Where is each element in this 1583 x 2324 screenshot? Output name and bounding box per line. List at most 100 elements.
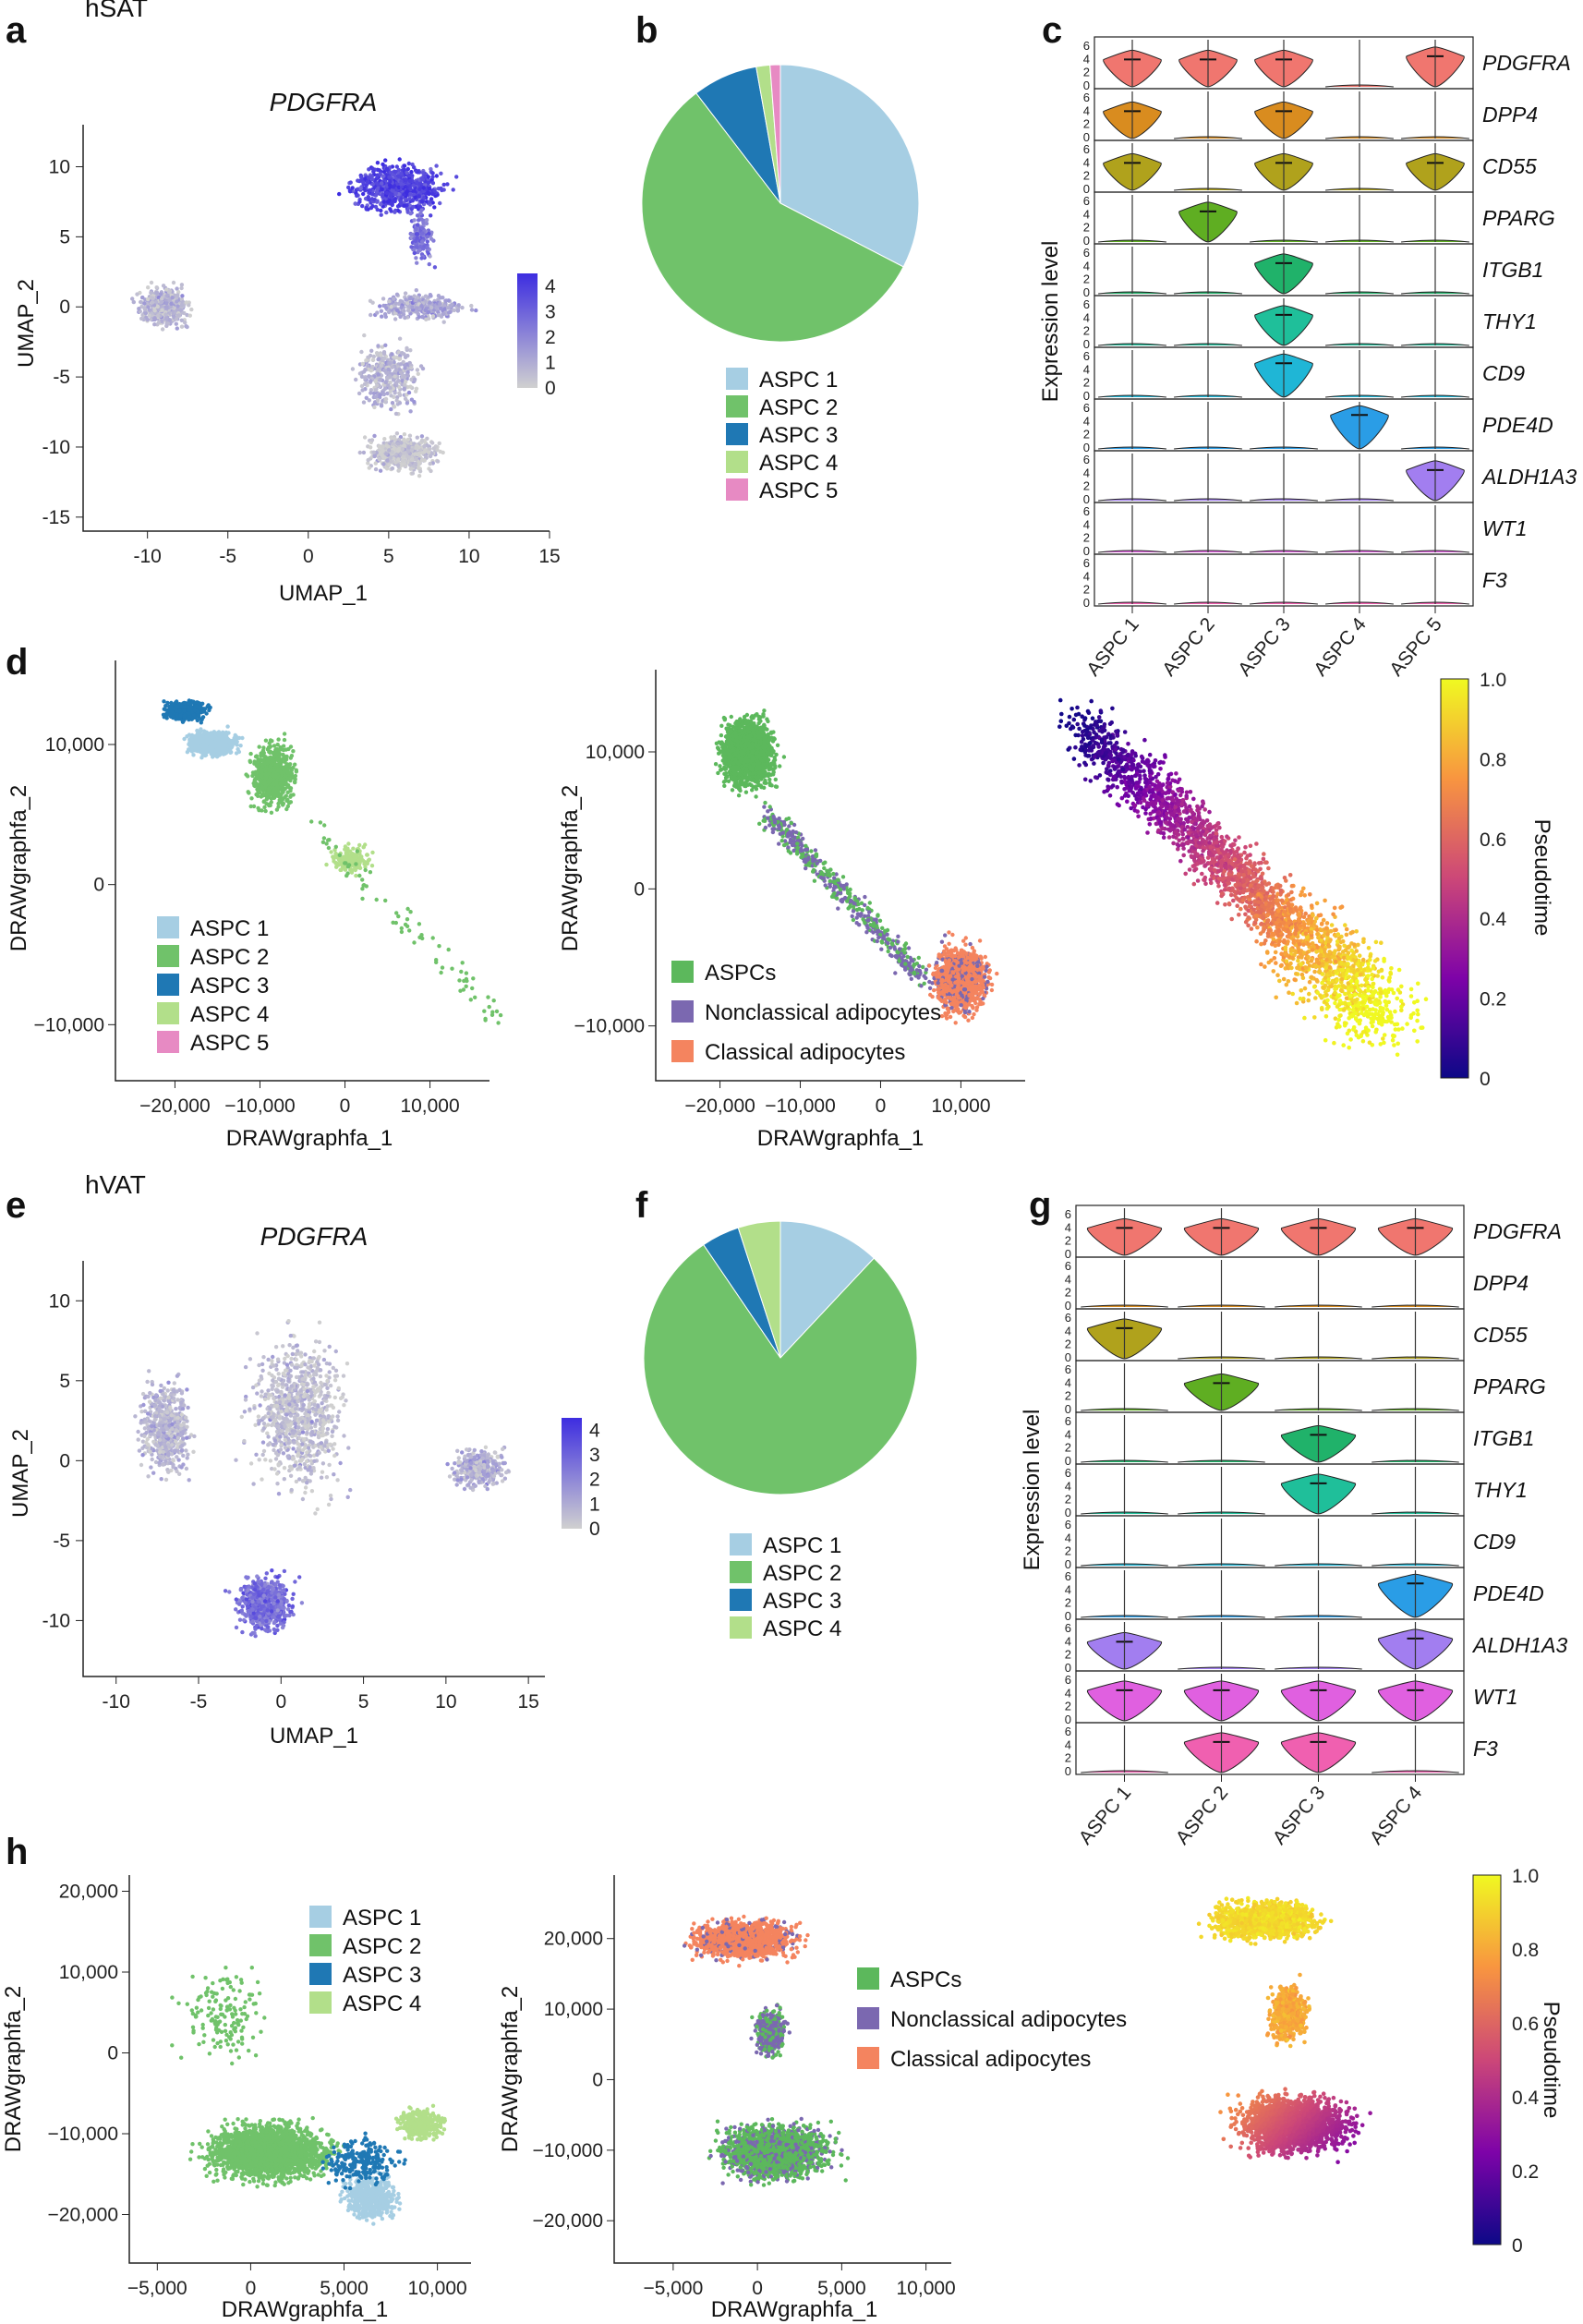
umap-a-cell xyxy=(175,304,179,308)
umap-a-cell xyxy=(379,469,382,473)
umap-a-cell xyxy=(405,209,409,212)
tissue-label-hsat: hSAT xyxy=(85,0,148,22)
umap-a-cell xyxy=(401,447,405,451)
umap-a-cell xyxy=(150,281,153,284)
umap-a-cell xyxy=(142,301,146,305)
umap-a-cell xyxy=(160,309,163,312)
umap-a-cell xyxy=(175,317,178,321)
panel-label-d: d xyxy=(6,642,28,683)
umap-a-cell xyxy=(416,436,419,440)
panel-label-b: b xyxy=(635,10,658,51)
umap-a-cell xyxy=(370,438,374,442)
umap-a-cell xyxy=(154,291,158,295)
umap-a-cell xyxy=(363,435,367,439)
umap-a-cell xyxy=(418,469,422,473)
umap-a-cell xyxy=(380,449,383,453)
umap-a-cell xyxy=(401,458,405,462)
panel-label-g: g xyxy=(1029,1185,1051,1226)
umap-a-cell xyxy=(175,293,179,297)
umap-a-cell xyxy=(148,314,151,318)
umap-a-cell xyxy=(164,301,168,305)
umap-a-cell xyxy=(406,450,410,454)
umap-a-cell xyxy=(177,313,181,317)
figure-canvas: a b c d e f g h hSAT hVAT PDGFRA -10 -5 0 5… xyxy=(0,0,1583,2324)
umap-a-cell xyxy=(366,179,369,183)
umap-a-cell xyxy=(171,311,175,315)
umap-a-cell xyxy=(414,462,417,466)
umap-a-cell xyxy=(152,322,156,326)
umap-a-cell xyxy=(440,188,443,192)
umap-a-cell xyxy=(151,300,154,304)
umap-a-cell xyxy=(372,451,376,454)
umap-a-cell xyxy=(362,451,366,454)
umap-a-cell xyxy=(410,448,414,452)
umap-a-cell xyxy=(165,294,169,297)
umap-a-title: PDGFRA xyxy=(270,88,378,116)
umap-a-cell xyxy=(157,321,161,324)
umap-a-cell xyxy=(358,451,362,454)
umap-a-cell xyxy=(382,437,386,441)
umap-a-cell xyxy=(137,307,140,310)
umap-a-cell xyxy=(164,287,168,291)
umap-a-cell xyxy=(381,454,384,458)
umap-a-cell xyxy=(404,464,407,467)
umap-a-cell xyxy=(374,467,378,471)
umap-a-cell xyxy=(383,158,387,162)
umap-a-cell xyxy=(420,439,424,442)
umap-a-cell xyxy=(142,306,146,309)
umap-a-cell xyxy=(415,446,418,450)
umap-a-cell xyxy=(164,305,168,309)
umap-a-cell xyxy=(406,438,410,442)
umap-a-cell xyxy=(354,201,357,205)
umap-a-cell xyxy=(429,213,432,217)
umap-a-cell xyxy=(406,167,410,171)
umap-a-cell xyxy=(414,457,417,461)
umap-a-cell xyxy=(372,434,376,438)
umap-a-cell xyxy=(408,434,412,438)
umap-a-cell xyxy=(146,305,150,309)
umap-a-cell xyxy=(151,297,155,300)
umap-a-cell xyxy=(396,457,400,461)
umap-a-cell xyxy=(436,459,440,463)
umap-a-cell xyxy=(152,309,156,312)
umap-a-cell xyxy=(135,292,139,296)
umap-a-cell xyxy=(420,458,424,462)
umap-a-cell xyxy=(402,451,405,454)
umap-a-axes xyxy=(83,125,550,531)
umap-a-cell xyxy=(390,436,393,440)
panel-label-a: a xyxy=(6,10,27,51)
umap-a-cell xyxy=(396,449,400,453)
umap-a-cell xyxy=(144,311,148,315)
umap-a-cell xyxy=(413,452,417,455)
panel-label-c: c xyxy=(1042,10,1062,51)
umap-a-cell xyxy=(172,281,175,284)
umap-a-cell xyxy=(424,454,428,458)
umap-a-cell xyxy=(360,204,364,208)
umap-a-cell xyxy=(139,317,143,321)
umap-a-cell xyxy=(175,322,178,326)
umap-a-cell xyxy=(164,316,168,320)
umap-a-cell xyxy=(368,466,371,469)
umap-a-cell xyxy=(427,451,430,454)
umap-a-cell xyxy=(417,474,421,478)
umap-a-cell xyxy=(422,444,426,448)
umap-a-cell xyxy=(349,180,353,184)
umap-a-cell xyxy=(430,441,434,444)
umap-a-cell xyxy=(376,161,380,164)
umap-a-cell xyxy=(396,464,400,467)
umap-a-cell xyxy=(130,297,134,300)
umap-a-cell xyxy=(152,316,156,320)
umap-a-cell xyxy=(432,446,436,450)
umap-a-cell xyxy=(398,157,402,161)
umap-a-cell xyxy=(384,452,388,455)
umap-a-cell xyxy=(381,444,384,448)
umap-a-cell xyxy=(369,445,372,449)
umap-a-cell xyxy=(385,458,389,462)
umap-a-cell xyxy=(188,314,192,318)
umap-a-cell xyxy=(159,292,163,296)
umap-a-cell xyxy=(180,294,184,297)
umap-a-cell xyxy=(149,291,152,295)
umap-a-cell xyxy=(162,284,165,287)
umap-a-cell xyxy=(175,326,179,330)
umap-a-cell xyxy=(406,445,410,449)
